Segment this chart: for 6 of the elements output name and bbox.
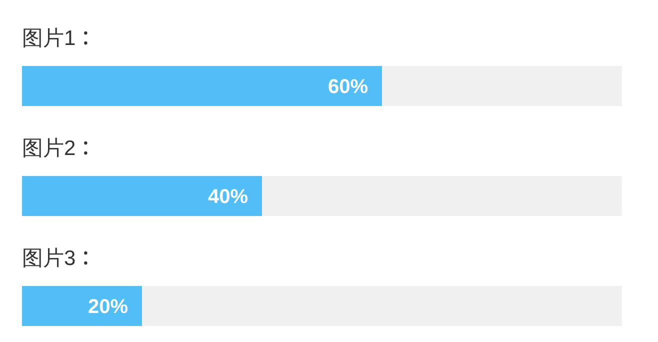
value-label: 60% bbox=[328, 76, 368, 98]
category-label: 图片3 bbox=[22, 247, 76, 270]
category-label: 图片1 bbox=[22, 27, 76, 50]
category-label: 图片2 bbox=[22, 137, 76, 160]
value-label: 20% bbox=[88, 296, 128, 318]
value-label: 40% bbox=[208, 186, 248, 208]
